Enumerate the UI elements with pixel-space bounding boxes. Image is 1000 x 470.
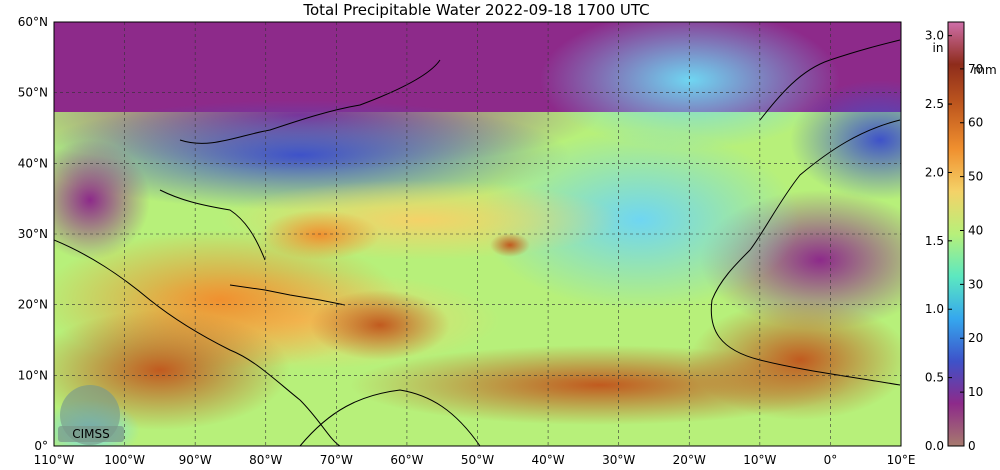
lat-tick-label: 0° [34, 439, 48, 453]
lon-tick-label: 110°W [34, 453, 75, 467]
colorbar-inch-label: 3.0 [925, 29, 944, 43]
colorbar-mm-label: 50 [968, 170, 983, 184]
coastlines [54, 39, 901, 446]
lon-tick-label: 10°W [743, 453, 776, 467]
colorbar-mm-label: 0 [968, 439, 976, 453]
lon-tick-label: 80°W [249, 453, 282, 467]
map-frame [53, 21, 902, 447]
lon-tick-label: 10°E [887, 453, 916, 467]
colorbar-inch-label: 2.0 [925, 165, 944, 179]
map-title: Total Precipitable Water 2022-09-18 1700… [303, 1, 650, 19]
lat-tick-label: 50°N [18, 86, 48, 100]
colorbar-inch-label: 0.0 [925, 439, 944, 453]
colorbar-inch-label: 0.5 [925, 371, 944, 385]
colorbar-inch-label: 1.0 [925, 302, 944, 316]
colorbar-scale [947, 21, 965, 447]
colorbar-mm-label: 20 [968, 331, 983, 345]
lon-tick-label: 100°W [104, 453, 145, 467]
colorbar-unit-in: in [933, 41, 944, 55]
lon-tick-label: 70°W [320, 453, 353, 467]
cimss-logo-text: CIMSS [72, 427, 110, 441]
lon-tick-label: 50°W [461, 453, 494, 467]
lat-tick-label: 10°N [18, 368, 48, 382]
lon-tick-label: 20°W [673, 453, 706, 467]
colorbar-mm-label: 60 [968, 116, 983, 130]
lon-tick-label: 90°W [179, 453, 212, 467]
colorbar-unit-mm: mm [973, 63, 996, 77]
colorbar: in mm 3.0 2.5 2.0 1.5 1.0 0.5 0.0 70 60 50 40 30 20… [925, 21, 997, 453]
colorbar-inch-label: 2.5 [925, 97, 944, 111]
colorbar-mm-label: 30 [968, 277, 983, 291]
lon-tick-label: 0° [824, 453, 838, 467]
tpw-field: CIMSS [54, 22, 901, 446]
colorbar-mm-label: 70 [968, 62, 983, 76]
colorbar-inch-label: 1.5 [925, 234, 944, 248]
lon-labels: 110°W 100°W 90°W 80°W 70°W 60°W 50°W 40°W 30°W 20… [34, 453, 916, 467]
colorbar-mm-label: 10 [968, 385, 983, 399]
lat-tick-label: 40°N [18, 156, 48, 170]
cimss-logo: CIMSS [58, 385, 124, 445]
lat-labels: 60°N 50°N 40°N 30°N 20°N 10°N 0° [18, 15, 48, 453]
lon-tick-label: 40°W [532, 453, 565, 467]
lat-tick-label: 60°N [18, 15, 48, 29]
lat-tick-label: 30°N [18, 227, 48, 241]
lat-tick-label: 20°N [18, 298, 48, 312]
colorbar-mm-label: 40 [968, 223, 983, 237]
lon-tick-label: 60°W [390, 453, 423, 467]
lon-tick-label: 30°W [602, 453, 635, 467]
